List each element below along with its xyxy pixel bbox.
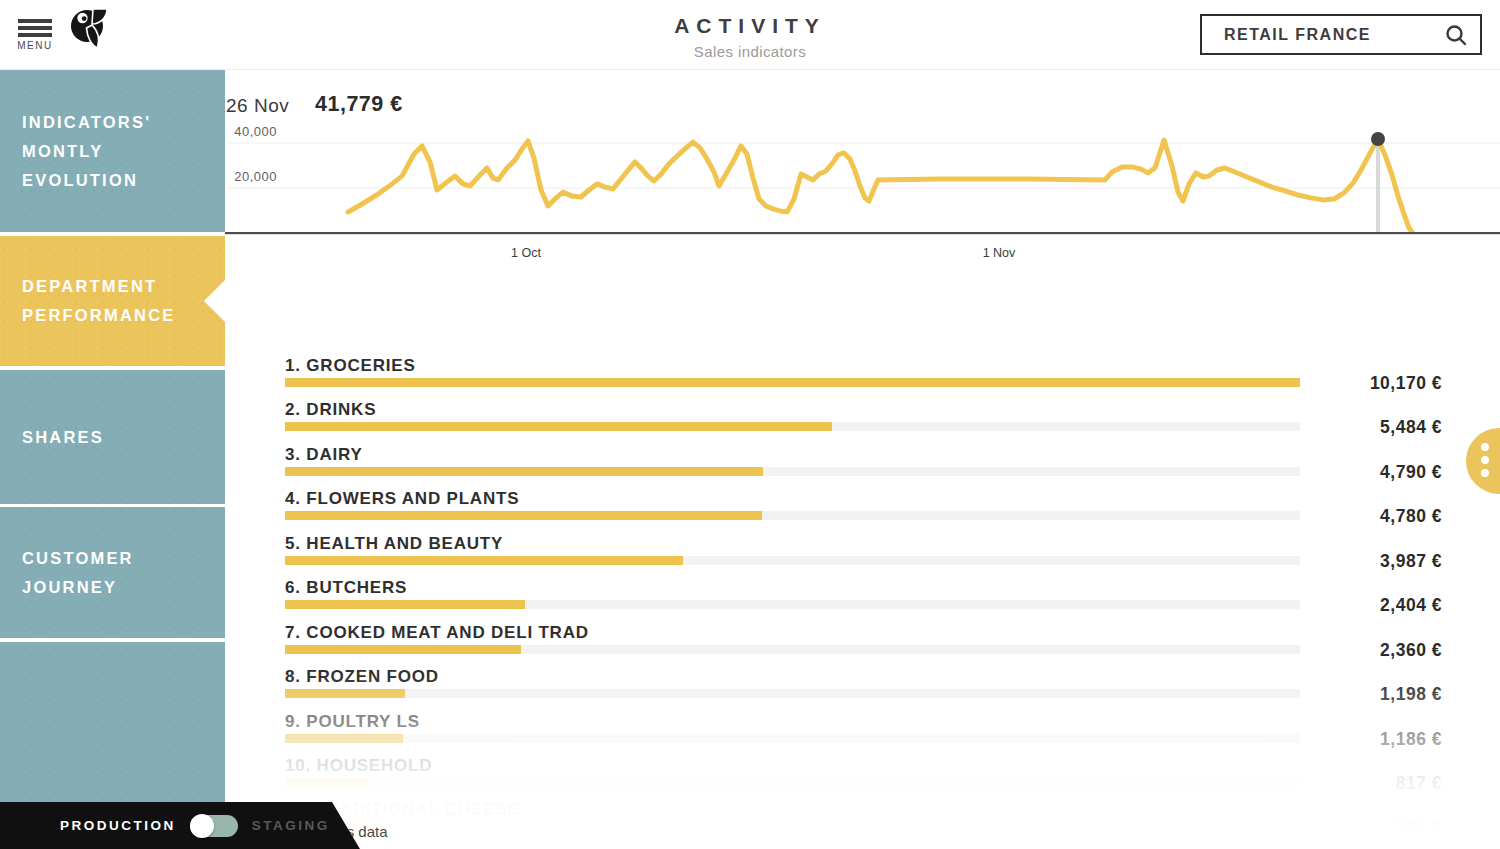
department-label: 10. HOUSEHOLD [285, 752, 1300, 777]
env-bar: PRODUCTION STAGING [0, 802, 360, 849]
top-header: MENU ACTIVITY Sales indicators [0, 0, 1500, 70]
toucan-logo [70, 7, 120, 57]
search-box[interactable] [1200, 14, 1482, 55]
more-options-fab[interactable] [1466, 428, 1500, 494]
sidebar-item-shares[interactable]: SHARES [0, 370, 225, 504]
sidebar-item-indicators-montly-evolution[interactable]: INDICATORS' MONTLY EVOLUTION [0, 70, 225, 232]
department-label: 1. GROCERIES [285, 352, 1300, 377]
menu-label: MENU [16, 40, 54, 51]
department-row[interactable]: 1. GROCERIES 10,170 € [285, 352, 1300, 396]
department-bar-fill [285, 511, 762, 520]
sidebar-item-label: SHARES [22, 423, 104, 452]
sidebar-item-label: CUSTOMER JOURNEY [22, 544, 134, 602]
x-axis-tick: 1 Nov [954, 246, 1044, 260]
sales-line-chart[interactable] [225, 70, 1500, 269]
department-bar-track [285, 467, 1300, 476]
search-icon[interactable] [1444, 23, 1468, 47]
department-bar-track [285, 511, 1300, 520]
toggle-knob-icon [190, 814, 214, 838]
sidebar-filler [0, 642, 225, 803]
department-row[interactable]: 9. POULTRY LS 1,186 € [285, 708, 1300, 752]
department-row[interactable]: 3. DAIRY 4,790 € [285, 441, 1300, 485]
department-value: 4,790 € [1302, 462, 1442, 483]
department-value: 817 € [1302, 773, 1442, 794]
department-value: 5,484 € [1302, 417, 1442, 438]
staging-label: STAGING [252, 818, 330, 833]
hamburger-menu-button[interactable]: MENU [16, 19, 54, 51]
department-label: 4. FLOWERS AND PLANTS [285, 485, 1300, 510]
department-label: 6. BUTCHERS [285, 574, 1300, 599]
hamburger-icon [16, 19, 54, 37]
department-row[interactable]: 2. DRINKS 5,484 € [285, 396, 1300, 440]
department-bar-track [285, 422, 1300, 431]
department-bar-fill [285, 734, 403, 743]
department-label: 9. POULTRY LS [285, 708, 1300, 733]
production-label: PRODUCTION [60, 818, 176, 833]
active-item-arrow-icon [204, 280, 225, 322]
department-label: 8. FROZEN FOOD [285, 663, 1300, 688]
department-bar-track [285, 689, 1300, 698]
department-row[interactable]: 7. COOKED MEAT AND DELI TRAD 2,360 € [285, 619, 1300, 663]
marker-dot[interactable] [1371, 132, 1385, 146]
department-row[interactable]: 8. FROZEN FOOD 1,198 € [285, 663, 1300, 707]
department-value: 2,360 € [1302, 640, 1442, 661]
department-bar-fill [285, 378, 1300, 387]
department-label: 11. TRADITIONAL CHEESE [285, 796, 1300, 821]
search-input[interactable] [1202, 26, 1444, 44]
department-value: 1,186 € [1302, 729, 1442, 750]
department-list: 1. GROCERIES 10,170 € 2. DRINKS 5,484 € … [285, 352, 1300, 841]
department-bar-track [285, 734, 1300, 743]
department-bar-fill [285, 556, 683, 565]
chart-baseline [225, 232, 1500, 235]
sales-line [348, 139, 1412, 232]
department-row[interactable]: 6. BUTCHERS 2,404 € [285, 574, 1300, 618]
department-value: 727 € [1302, 817, 1442, 838]
department-bar-track [285, 378, 1300, 387]
department-bar-fill [285, 600, 525, 609]
department-bar-track [285, 822, 1300, 831]
department-label: 5. HEALTH AND BEAUTY [285, 530, 1300, 555]
kebab-menu-icon [1481, 443, 1489, 477]
sidebar-item-label: DEPARTMENT PERFORMANCE [22, 272, 175, 330]
department-row[interactable]: 5. HEALTH AND BEAUTY 3,987 € [285, 530, 1300, 574]
department-value: 10,170 € [1302, 373, 1442, 394]
department-bar-fill [285, 778, 367, 787]
department-row[interactable]: 4. FLOWERS AND PLANTS 4,780 € [285, 485, 1300, 529]
department-label: 7. COOKED MEAT AND DELI TRAD [285, 619, 1300, 644]
department-bar-fill [285, 467, 763, 476]
department-value: 2,404 € [1302, 595, 1442, 616]
department-bar-track [285, 600, 1300, 609]
department-bar-track [285, 556, 1300, 565]
sidebar-item-customer-journey[interactable]: CUSTOMER JOURNEY [0, 507, 225, 638]
department-bar-fill [285, 422, 832, 431]
department-bar-fill [285, 645, 521, 654]
sidebar-item-label: INDICATORS' MONTLY EVOLUTION [22, 108, 151, 195]
toucan-icon [70, 7, 120, 53]
x-axis-tick: 1 Oct [481, 246, 571, 260]
department-value: 1,198 € [1302, 684, 1442, 705]
department-bar-track [285, 645, 1300, 654]
department-value: 4,780 € [1302, 506, 1442, 527]
department-label: 2. DRINKS [285, 396, 1300, 421]
department-row[interactable]: 11. TRADITIONAL CHEESE 727 € [285, 796, 1300, 840]
department-bar-track [285, 778, 1300, 787]
department-label: 3. DAIRY [285, 441, 1300, 466]
department-bar-fill [285, 689, 405, 698]
department-row[interactable]: 10. HOUSEHOLD 817 € [285, 752, 1300, 796]
dashboard: MENU ACTIVITY Sales indicators [0, 0, 1500, 849]
env-toggle[interactable] [190, 815, 238, 837]
department-value: 3,987 € [1302, 551, 1442, 572]
sidebar-item-department-performance[interactable]: DEPARTMENT PERFORMANCE [0, 236, 225, 366]
